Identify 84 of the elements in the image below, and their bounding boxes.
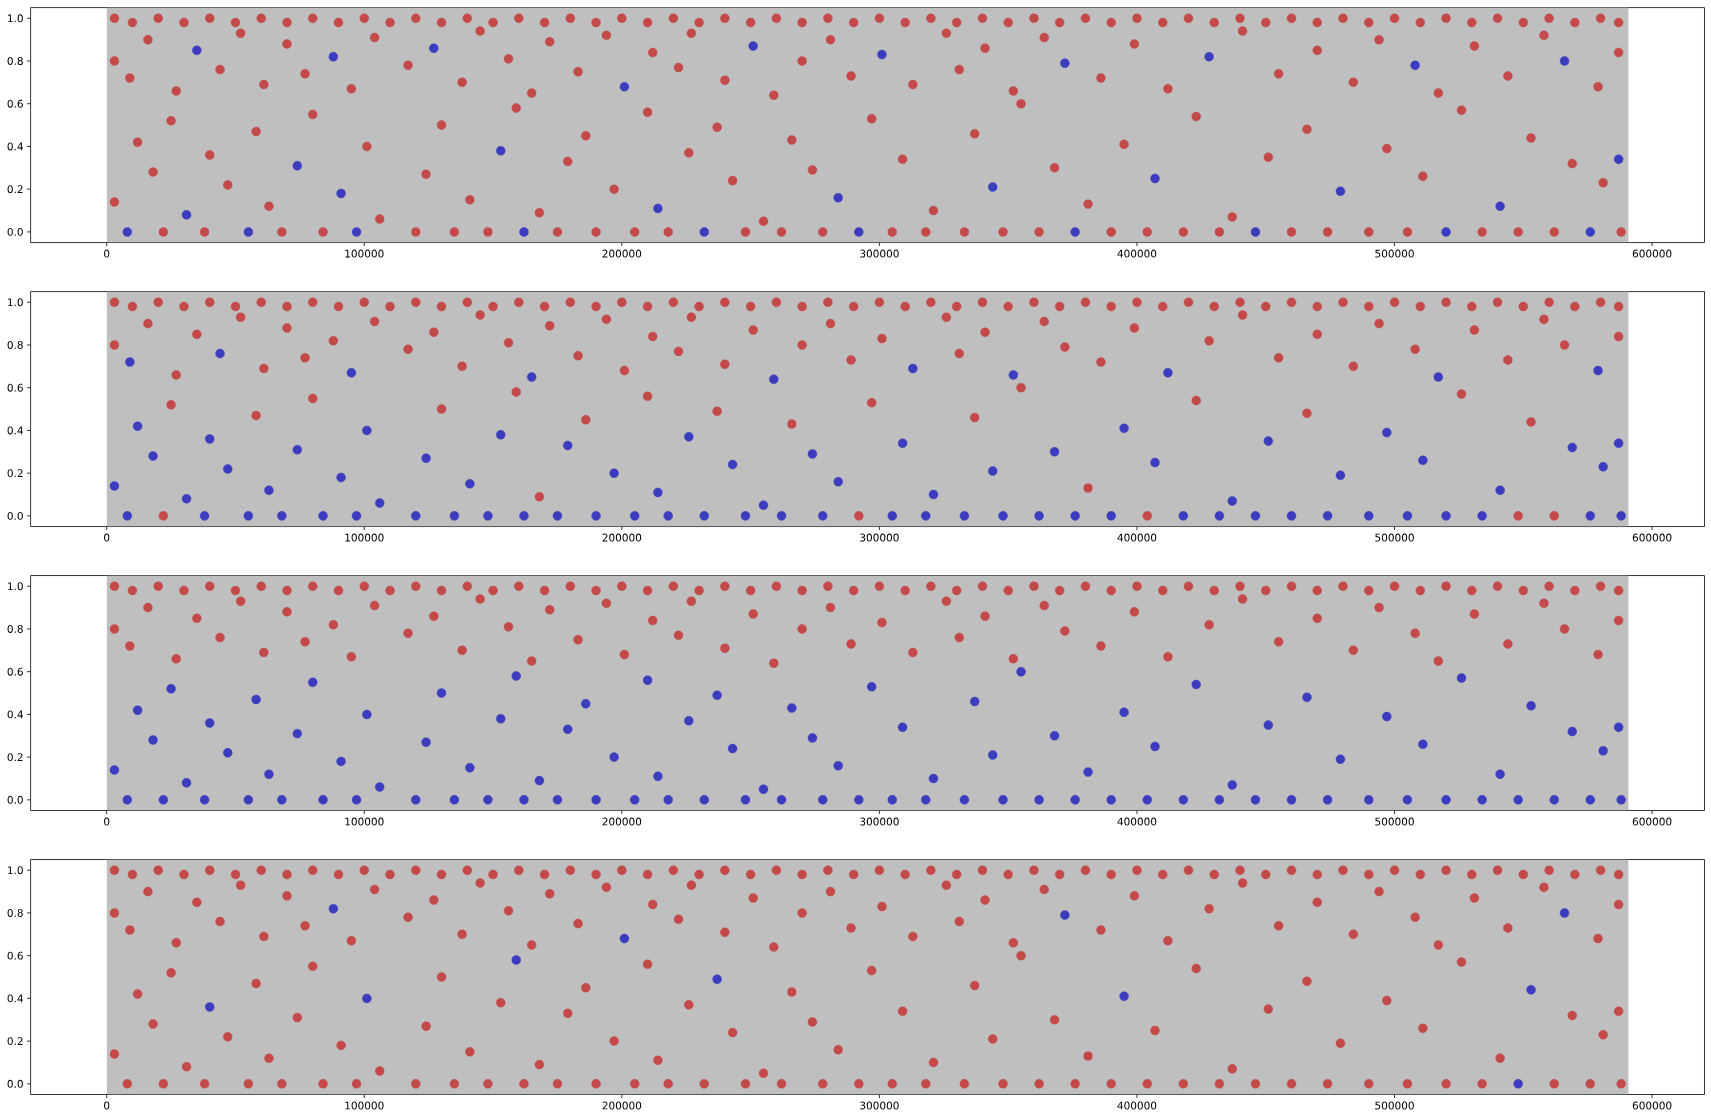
x-tick-label: 100000 [345,1101,384,1110]
point [511,955,521,965]
y-tick-label: 0.0 [7,795,23,804]
point [336,188,346,199]
point [328,52,339,62]
point [292,160,302,171]
point [1204,52,1214,62]
point [833,193,843,203]
y-tick-label: 0.8 [7,57,23,65]
y-tick-label: 0.0 [7,511,23,520]
x-tick-label: 400000 [1117,817,1157,826]
point [181,210,192,220]
x-tick-label: 0 [104,249,110,258]
point [1060,910,1070,920]
x-tick-label: 100000 [345,533,384,542]
y-tick-label: 0.2 [7,469,23,478]
x-tick-label: 500000 [1375,1101,1414,1110]
y-tick-label: 0.8 [7,624,23,633]
point [192,45,202,56]
x-tick-label: 500000 [1375,249,1414,258]
x-tick-label: 400000 [1117,249,1157,258]
point [362,993,372,1004]
y-tick-label: 0.0 [7,227,23,236]
point [429,43,439,53]
y-tick-label: 0.2 [7,185,23,194]
y-tick-label: 1.0 [8,14,23,23]
point [205,1002,215,1012]
point [1150,173,1160,184]
x-tick-label: 300000 [860,533,899,542]
point [877,49,887,60]
point [1410,60,1420,70]
point [1335,186,1346,197]
point [1495,201,1505,211]
point [1559,908,1570,918]
point [1513,1079,1523,1089]
point [653,203,663,214]
x-tick-label: 0 [104,533,110,542]
point [748,41,758,51]
y-tick-label: 0.6 [7,951,23,960]
x-tick-label: 600000 [1632,1101,1672,1110]
y-tick-label: 0.8 [7,341,23,349]
y-tick-label: 0.6 [7,383,23,392]
x-tick-label: 200000 [602,249,642,258]
x-tick-label: 100000 [345,817,384,826]
y-tick-label: 1.0 [8,298,23,307]
x-tick-label: 500000 [1375,817,1414,826]
point [1526,985,1536,995]
y-tick-label: 0.4 [7,426,23,435]
x-tick-label: 300000 [860,249,899,258]
point [496,146,506,156]
point [328,903,339,914]
point [1559,56,1570,66]
point [1613,154,1624,164]
x-tick-label: 600000 [1632,817,1672,826]
x-tick-label: 600000 [1632,249,1672,258]
point [619,933,630,944]
y-tick-label: 0.0 [7,1079,23,1088]
point [1060,58,1070,68]
x-tick-label: 200000 [602,1101,642,1110]
x-tick-label: 500000 [1375,533,1414,542]
y-tick-label: 0.2 [7,1037,23,1046]
x-tick-label: 400000 [1117,1101,1157,1110]
y-tick-label: 0.4 [7,994,23,1003]
y-tick-label: 0.2 [7,753,23,762]
x-tick-label: 0 [104,817,110,826]
y-tick-label: 0.4 [7,710,23,719]
x-tick-label: 200000 [602,817,642,826]
x-tick-label: 0 [104,1101,110,1110]
y-tick-label: 0.4 [7,142,23,151]
point [619,81,630,92]
x-tick-label: 300000 [860,817,899,826]
point [712,974,722,984]
y-tick-label: 0.6 [7,99,23,108]
x-tick-label: 300000 [860,1101,899,1110]
y-tick-label: 0.8 [7,908,23,917]
point [988,182,998,192]
x-tick-label: 400000 [1117,533,1157,542]
x-tick-label: 600000 [1632,533,1672,542]
y-tick-label: 0.6 [7,667,23,676]
y-tick-label: 1.0 [8,866,23,875]
x-tick-label: 100000 [345,249,384,258]
x-tick-label: 200000 [602,533,642,542]
y-tick-label: 1.0 [8,582,23,591]
point [1119,991,1129,1001]
